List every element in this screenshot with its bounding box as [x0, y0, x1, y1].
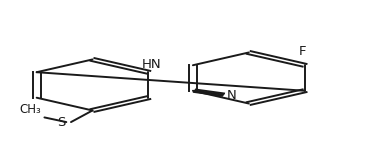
Text: HN: HN	[142, 58, 161, 71]
Text: N: N	[227, 89, 237, 102]
Text: F: F	[299, 45, 306, 58]
Text: CH₃: CH₃	[20, 103, 41, 116]
Text: S: S	[58, 116, 66, 129]
